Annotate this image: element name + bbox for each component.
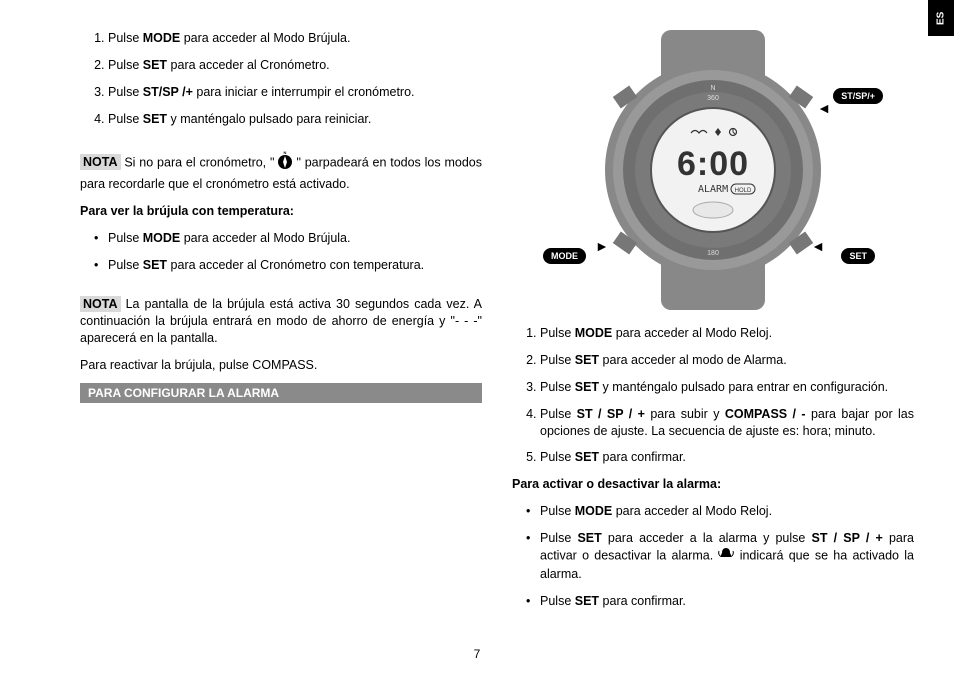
arrow-icon: ◄: [817, 100, 831, 116]
compass-dial-icon: N: [274, 150, 296, 177]
list-item: Pulse MODE para acceder al Modo Brújula.: [94, 230, 482, 247]
nota-label: NOTA: [80, 296, 121, 312]
list-item: Pulse SET y manténgalo pulsado para entr…: [540, 379, 914, 396]
watch-svg: N 360 180 6:00 ALARM HOLD: [543, 30, 883, 310]
sub-heading-1: Para ver la brújula con temperatura:: [80, 203, 482, 220]
sub-heading-2: Para activar o desactivar la alarma:: [512, 476, 914, 493]
left-steps-list: Pulse MODE para acceder al Modo Brújula.…: [80, 30, 482, 128]
list-item: Pulse SET para acceder al modo de Alarma…: [540, 352, 914, 369]
right-column: N 360 180 6:00 ALARM HOLD ST/SP/: [512, 30, 914, 653]
arrow-icon: ►: [595, 238, 609, 254]
page-number: 7: [474, 647, 481, 661]
list-item: Pulse ST/SP /+ para iniciar e interrumpi…: [108, 84, 482, 101]
svg-text:N: N: [710, 85, 715, 92]
reactivate-text: Para reactivar la brújula, pulse COMPASS…: [80, 357, 482, 374]
list-item: Pulse SET para acceder al Cronómetro con…: [94, 257, 482, 274]
list-item: Pulse SET y manténgalo pulsado para rein…: [108, 111, 482, 128]
bell-icon: [718, 547, 734, 566]
section-heading-bar: PARA CONFIGURAR LA ALARMA: [80, 383, 482, 403]
svg-text:6:00: 6:00: [677, 145, 749, 183]
svg-text:N: N: [284, 150, 287, 155]
right-bullets-2: Pulse MODE para acceder al Modo Reloj. P…: [512, 503, 914, 609]
button-label-stsp: ST/SP/+: [833, 88, 883, 104]
list-item: Pulse SET para acceder al Cronómetro.: [108, 57, 482, 74]
svg-text:180: 180: [707, 250, 719, 257]
nota-2: NOTA La pantalla de la brújula está acti…: [80, 296, 482, 347]
list-item: Pulse MODE para acceder al Modo Reloj.: [540, 325, 914, 342]
arrow-icon: ◄: [811, 238, 825, 254]
nota-text-before: Si no para el cronómetro, ": [124, 155, 274, 169]
svg-text:ALARM: ALARM: [698, 184, 728, 195]
list-item: Pulse ST / SP / + para subir y COMPASS /…: [540, 406, 914, 440]
list-item: Pulse SET para confirmar.: [540, 449, 914, 466]
left-column: Pulse MODE para acceder al Modo Brújula.…: [80, 30, 482, 653]
watch-diagram: N 360 180 6:00 ALARM HOLD ST/SP/: [543, 30, 883, 310]
button-label-mode: MODE: [543, 248, 586, 264]
nota-label: NOTA: [80, 154, 121, 170]
list-item: Pulse SET para acceder a la alarma y pul…: [526, 530, 914, 583]
nota-2-text: La pantalla de la brújula está activa 30…: [80, 297, 482, 345]
list-item: Pulse MODE para acceder al Modo Brújula.: [108, 30, 482, 47]
svg-text:HOLD: HOLD: [735, 188, 752, 194]
list-item: Pulse SET para confirmar.: [526, 593, 914, 610]
list-item: Pulse MODE para acceder al Modo Reloj.: [526, 503, 914, 520]
svg-text:360: 360: [707, 95, 719, 102]
nota-1: NOTA Si no para el cronómetro, "N" parpa…: [80, 150, 482, 194]
right-steps-list: Pulse MODE para acceder al Modo Reloj. P…: [512, 325, 914, 466]
button-label-set: SET: [841, 248, 875, 264]
language-tab: ES: [928, 0, 954, 36]
left-bullets-1: Pulse MODE para acceder al Modo Brújula.…: [80, 230, 482, 274]
